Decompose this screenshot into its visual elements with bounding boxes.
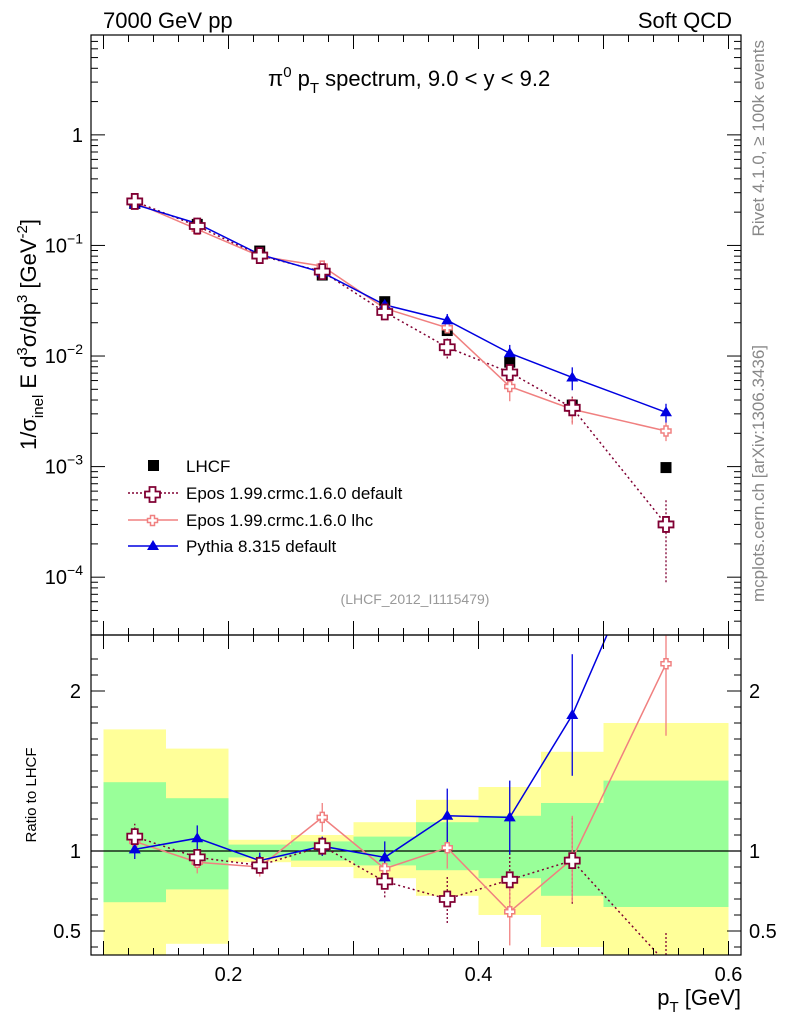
epos_lhc-point-8 <box>660 658 672 670</box>
legend-marker-epos-default <box>144 486 161 503</box>
legend-label-lhcf: LHCF <box>186 457 230 476</box>
epos_default-point-2 <box>251 247 269 264</box>
ratio-y-tick-label-right: 0.5 <box>749 921 777 943</box>
ratio-y-axis-label: Ratio to LHCF <box>23 747 40 842</box>
epos_default-point-4 <box>376 303 394 321</box>
chart-title: π0 pT spectrum, 9.0 < y < 9.2 <box>268 64 550 97</box>
epos_default-point-5 <box>438 890 456 908</box>
x-tick-label: 0.6 <box>715 964 743 986</box>
pythia-point-1 <box>191 832 204 843</box>
rivet-version-label: Rivet 4.1.0, ≥ 100k events <box>749 40 768 236</box>
epos_default-point-8 <box>657 516 675 533</box>
pythia-point-6 <box>503 347 516 358</box>
pythia-point-5 <box>441 809 454 820</box>
ratio-panel: 0.5 0.5 1 1 2 2 0.2 0.4 0.6 Ratio to LHCF pT [G… <box>23 634 777 1016</box>
epos_default-point-6 <box>501 871 519 889</box>
pythia-point-0 <box>128 843 141 854</box>
lhcf-point-8 <box>660 462 672 474</box>
legend: LHCF Epos 1.99.crmc.1.6.0 default Epos 1… <box>128 457 403 556</box>
main-series-layer <box>126 193 675 583</box>
epos_lhc-point-3 <box>316 811 328 824</box>
ratio-y-tick-label: 0.5 <box>53 921 81 943</box>
epos_default-point-3 <box>313 263 331 281</box>
epos_default-point-4 <box>376 873 394 890</box>
main-y-axis-label: 1/σinel E d3σ/dp3 [GeV-2] <box>14 219 47 450</box>
process-label: Soft QCD <box>638 8 732 33</box>
main-y-tick-label: 10−4 <box>45 562 83 589</box>
epos_default-point-6 <box>501 364 519 381</box>
main-y-axis: 1 10−1 10−2 10−3 10−4 <box>45 34 741 636</box>
main-y-tick-label: 10−1 <box>45 230 83 257</box>
pythia-point-5 <box>441 314 454 325</box>
pythia-point-7 <box>566 709 579 719</box>
pythia-line <box>134 203 667 413</box>
ratio-y-tick-label-right: 2 <box>749 681 760 703</box>
main-y-tick-label: 10−3 <box>45 452 83 479</box>
epos_lhc-point-5 <box>441 842 453 854</box>
epos_lhc-point-6 <box>504 906 516 918</box>
pythia-point-8 <box>660 406 672 417</box>
ratio-x-axis: 0.2 0.4 0.6 <box>103 635 743 986</box>
legend-marker-epos-lhc <box>146 514 159 527</box>
pythia-point-4 <box>378 851 391 862</box>
legend-label-epos-default: Epos 1.99.crmc.1.6.0 default <box>186 484 403 503</box>
x-axis-label: pT [GeV] <box>657 985 741 1016</box>
main-panel: 1 10−1 10−2 10−3 10−4 π0 pT spectrum, 9.0 < … <box>14 34 742 636</box>
epos_default-point-1 <box>188 217 206 235</box>
lhcf-point-6 <box>504 356 516 368</box>
epos_default-point-5 <box>438 338 456 356</box>
main-y-tick-label: 10−2 <box>45 341 83 368</box>
legend-label-pythia: Pythia 8.315 default <box>186 537 337 556</box>
legend-marker-pythia <box>147 540 159 550</box>
epos_default-point-0 <box>126 828 144 845</box>
epos_lhc-point-5 <box>441 322 453 334</box>
ratio-y-tick-label-right: 1 <box>749 841 760 863</box>
epos_default-point-0 <box>126 193 144 210</box>
ratio-y-tick-label: 1 <box>70 841 81 863</box>
epos_lhc-point-6 <box>504 380 516 393</box>
main-x-ticks <box>103 35 729 635</box>
mcplots-label: mcplots.cern.ch [arXiv:1306.3436] <box>749 345 768 602</box>
pythia-point-7 <box>566 371 579 382</box>
epos_default-point-7 <box>563 852 581 869</box>
x-tick-label: 0.4 <box>465 964 493 986</box>
epos_default-point-3 <box>313 837 331 855</box>
legend-marker-lhcf <box>148 460 159 471</box>
inner-band-8 <box>603 780 729 907</box>
pythia-point-6 <box>503 811 516 822</box>
ratio-series-layer <box>126 635 672 955</box>
epos_lhc-point-8 <box>660 425 672 437</box>
x-tick-label: 0.2 <box>215 964 243 986</box>
epos_default-point-1 <box>188 849 206 866</box>
epos_lhc-line <box>134 201 667 432</box>
legend-label-epos-lhc: Epos 1.99.crmc.1.6.0 lhc <box>186 511 374 530</box>
epos_default-point-7 <box>563 399 581 417</box>
main-y-tick-label: 1 <box>72 125 83 147</box>
ratio-y-tick-label: 2 <box>70 681 81 703</box>
beam-energy-label: 7000 GeV pp <box>103 8 233 33</box>
epos_default-point-2 <box>251 857 269 874</box>
ratio-y-axis: 0.5 0.5 1 1 2 2 <box>53 658 777 948</box>
ratio-frame <box>90 634 742 956</box>
analysis-id-label: (LHCF_2012_I1115479) <box>341 591 490 607</box>
